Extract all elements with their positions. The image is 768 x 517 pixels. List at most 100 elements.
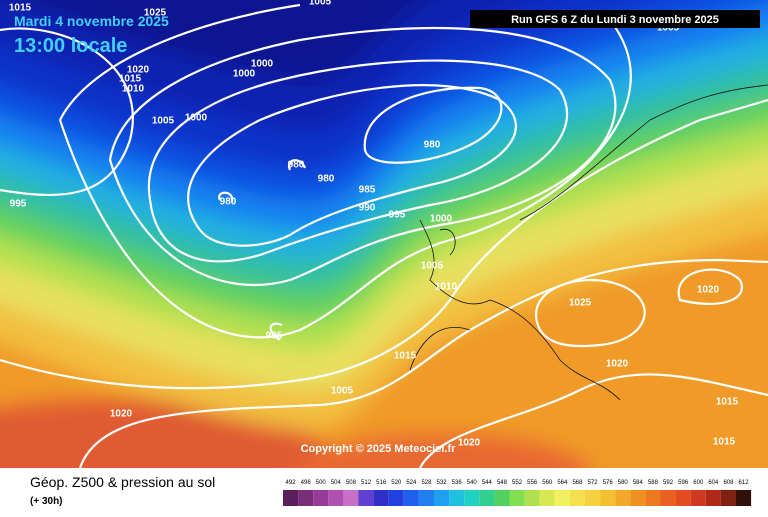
isobar-label: 1005 — [421, 261, 444, 272]
isobar-label: 1000 — [185, 113, 208, 124]
legend-value: 600 — [693, 480, 704, 486]
legend-swatch — [343, 490, 359, 506]
footer-lead: (+ 30h) — [30, 496, 63, 507]
legend-value: 536 — [452, 480, 463, 486]
isobar-label: 980 — [288, 160, 305, 171]
isobar-label: 1000 — [233, 69, 256, 80]
legend-swatch — [524, 490, 540, 506]
legend-swatch — [585, 490, 601, 506]
legend-swatch — [630, 490, 646, 506]
legend-swatch — [449, 490, 465, 506]
legend-value: 512 — [361, 480, 372, 486]
legend-value: 572 — [588, 480, 599, 486]
isobar — [287, 159, 307, 171]
legend-value: 552 — [512, 480, 523, 486]
isobar-label: 995 — [389, 210, 406, 221]
legend-swatch — [554, 490, 570, 506]
legend-swatch — [539, 490, 555, 506]
legend-swatch — [373, 490, 389, 506]
legend-swatch — [720, 490, 736, 506]
legend-value: 524 — [406, 480, 417, 486]
isobar-label: 1025 — [569, 298, 592, 309]
isobar-label: 1015 — [119, 74, 142, 85]
legend-swatch — [434, 490, 450, 506]
isobar-label: 995 — [266, 331, 283, 342]
legend-swatch — [615, 490, 631, 506]
legend-value: 492 — [286, 480, 297, 486]
legend-swatch — [675, 490, 691, 506]
coastlines — [409, 84, 768, 401]
legend-swatch — [418, 490, 434, 506]
legend-swatch — [494, 490, 510, 506]
legend-value: 576 — [603, 480, 614, 486]
isobar — [108, 26, 617, 287]
legend-swatch — [283, 490, 299, 506]
isobar-label: 980 — [318, 174, 335, 185]
isobar-label: 1005 — [331, 386, 354, 397]
legend-value: 564 — [557, 480, 568, 486]
legend-swatch — [660, 490, 676, 506]
legend-value: 532 — [437, 480, 448, 486]
legend-swatch — [388, 490, 404, 506]
legend-value: 584 — [633, 480, 644, 486]
legend-value: 580 — [618, 480, 629, 486]
legend-swatch — [645, 490, 661, 506]
legend-value: 516 — [376, 480, 387, 486]
color-legend: 492 496 500 504 508 512 516 520 524 528 532 536 540 5… — [283, 480, 752, 506]
legend-swatch — [509, 490, 525, 506]
legend-value: 544 — [482, 480, 493, 486]
legend-value: 540 — [467, 480, 478, 486]
isobar-label: 1005 — [657, 23, 680, 34]
isobar-label: 995 — [10, 199, 27, 210]
band — [18, 0, 424, 81]
legend-value: 556 — [527, 480, 538, 486]
isobar — [78, 258, 768, 468]
legend-swatch — [464, 490, 480, 506]
legend-value: 528 — [421, 480, 432, 486]
run-info: Run GFS 6 Z du Lundi 3 novembre 2025 — [511, 14, 719, 26]
isobar-label: 980 — [424, 140, 441, 151]
legend-value: 608 — [723, 480, 734, 486]
isobar — [534, 278, 646, 348]
date: Mardi 4 novembre 2025 — [14, 13, 169, 29]
isobar — [147, 59, 568, 263]
legend-value: 560 — [542, 480, 553, 486]
copyright: Copyright © 2025 Meteociel.fr — [301, 443, 457, 455]
isobar-label: 990 — [359, 203, 376, 214]
isobar-label: 1000 — [251, 59, 274, 70]
isobar-label: 1015 — [716, 397, 739, 408]
legend-swatch — [479, 490, 495, 506]
legend-swatch — [358, 490, 374, 506]
legend-value: 604 — [708, 480, 719, 486]
isobar-label: 980 — [220, 197, 237, 208]
legend-swatch — [298, 490, 314, 506]
legend-swatch — [600, 490, 616, 506]
run-box — [470, 10, 760, 28]
isobar — [677, 268, 743, 305]
legend-swatch — [705, 490, 721, 506]
isobar-label: 1005 — [152, 116, 175, 127]
coastline — [409, 84, 768, 401]
isobar-label: 1020 — [110, 409, 133, 420]
legend-value: 612 — [739, 480, 750, 486]
isobar-label: 1025 — [144, 8, 167, 19]
legend-value: 500 — [316, 480, 327, 486]
isobar — [218, 191, 234, 203]
isobar-label: 1015 — [713, 437, 736, 448]
isobars — [0, 3, 768, 468]
legend-swatch — [328, 490, 344, 506]
legend-value: 592 — [663, 480, 674, 486]
isobar-label: 1005 — [309, 0, 332, 8]
isobar-label: 1020 — [458, 438, 481, 449]
footer-title: Géop. Z500 & pression au sol — [30, 474, 215, 490]
legend-swatch — [690, 490, 706, 506]
isobar-label: 1020 — [127, 65, 150, 76]
isobar-label: 1010 — [122, 84, 145, 95]
isobar-label: 1015 — [9, 3, 32, 14]
isobar-label: 1020 — [606, 359, 629, 370]
band — [292, 435, 588, 468]
isobar — [419, 373, 768, 468]
